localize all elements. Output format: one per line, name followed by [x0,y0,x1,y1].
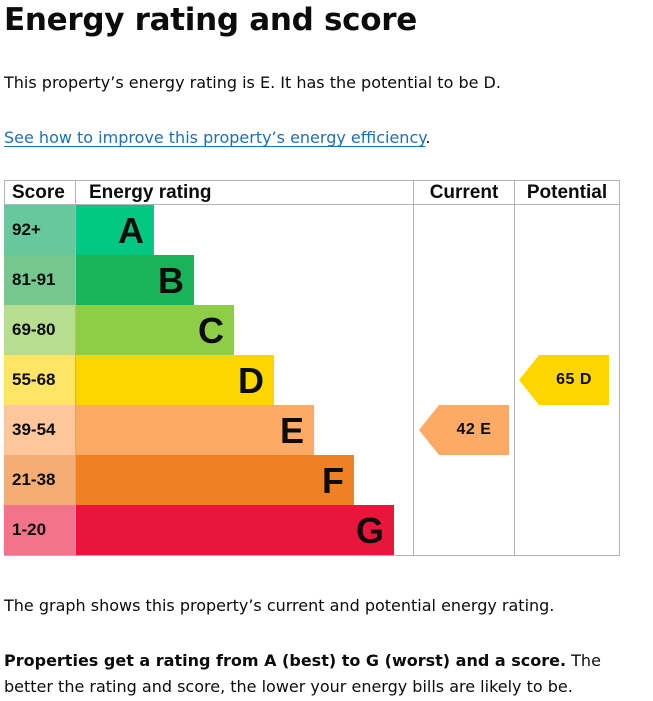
current-rating-label: 42 E [456,421,492,438]
rating-bar-c: C [76,305,234,355]
rating-bar-e: E [76,405,314,455]
rating-bar-b: B [76,255,194,305]
score-cell: 81-91 [4,255,75,305]
score-cell: 39-54 [4,405,75,455]
rating-letter: D [238,360,264,401]
potential-rating-arrow: 65 D [519,355,609,405]
rating-letter: G [355,510,384,551]
column-divider [75,180,76,555]
score-cell: 92+ [4,205,75,255]
rating-letter: F [322,460,344,501]
improve-period: . [425,128,431,147]
header-divider [4,204,619,205]
energy-rating-table: Score Energy rating Current Potential 92… [4,180,620,556]
potential-arrow-shape [519,355,609,405]
improve-efficiency-link[interactable]: See how to improve this property’s energ… [4,128,426,147]
score-cell: 21-38 [4,455,75,505]
rating-letter: C [198,310,224,351]
column-divider [413,180,414,555]
score-cell: 69-80 [4,305,75,355]
rating-bar-g: G [76,505,394,555]
current-rating-arrow: 42 E [419,405,509,455]
current-arrow-shape [419,405,509,455]
rating-bar-f: F [76,455,354,505]
improve-paragraph: See how to improve this property’s energ… [4,125,644,151]
rating-letter: A [118,210,144,251]
rating-letter: B [158,260,184,301]
column-divider [514,180,515,555]
rating-explanation: Properties get a rating from A (best) to… [4,648,644,700]
page-title: Energy rating and score [4,2,417,38]
score-cell: 1-20 [4,505,75,555]
header-potential: Potential [526,182,608,203]
score-cell: 55-68 [4,355,75,405]
potential-rating-label: 65 D [556,371,592,388]
header-current: Current [429,182,499,203]
rating-explanation-rest: The better the rating and score, the low… [4,651,601,696]
rating-bar-d: D [76,355,274,405]
header-score: Score [12,182,65,203]
graph-description: The graph shows this property’s current … [4,596,555,615]
rating-explanation-bold: Properties get a rating from A (best) to… [4,651,567,670]
rating-summary-text: This property’s energy rating is E. It h… [4,73,501,92]
header-energy-rating: Energy rating [89,182,212,203]
rating-bar-a: A [76,205,154,255]
rating-letter: E [279,410,304,451]
